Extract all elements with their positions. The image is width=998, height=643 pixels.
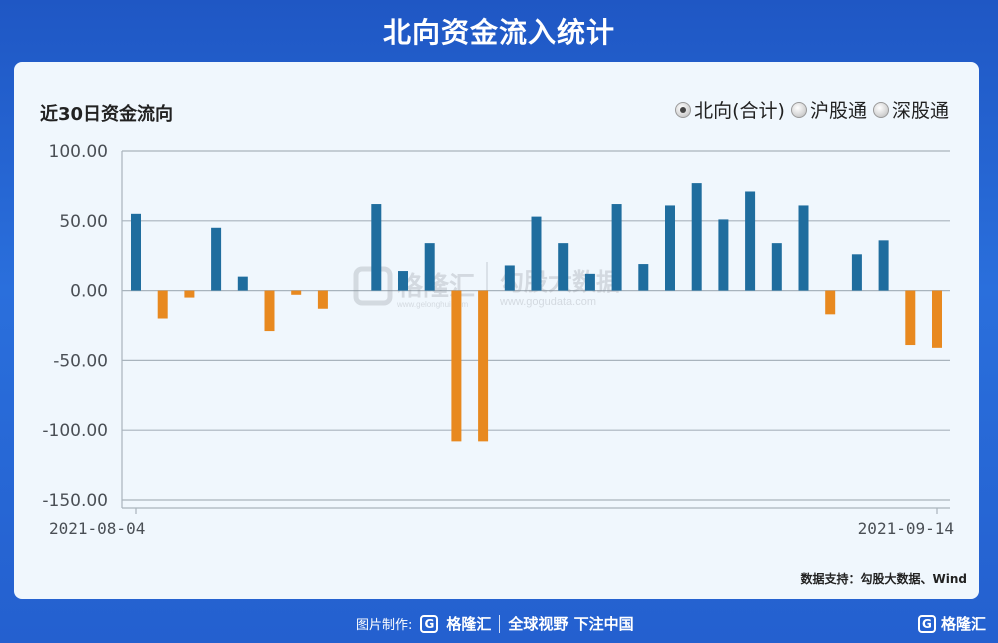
footer: 图片制作: G 格隆汇 全球视野 下注中国 G 格隆汇 (0, 603, 998, 643)
watermark-brand-url: www.gelonghui.com (396, 300, 468, 309)
bar (371, 204, 382, 291)
chart-card: 近30日资金流向 北向(合计) 沪股通 深股通 格隆汇 www.gelonghu… (14, 62, 979, 599)
legend-label-northbound: 北向(合计) (694, 100, 785, 122)
footer-brand: 格隆汇 (446, 615, 492, 633)
watermark-partner-url: www.gogudata.com (499, 296, 596, 308)
x-tick-label-end: 2021-09-14 (858, 519, 954, 538)
bar (531, 216, 542, 291)
bar (184, 290, 195, 298)
watermark-brand: 格隆汇 (397, 271, 475, 301)
y-tick-label: 50.00 (59, 212, 108, 232)
bar (665, 205, 675, 291)
bar (291, 290, 302, 295)
bar (237, 276, 248, 291)
bar (905, 290, 916, 346)
bar (878, 240, 889, 291)
bar (211, 227, 222, 291)
bar (584, 273, 595, 291)
y-tick-label: -50.00 (53, 351, 108, 371)
bar (932, 290, 942, 348)
bar (851, 254, 862, 291)
y-tick-label: -100.00 (42, 421, 108, 441)
legend-label-shenzhen: 深股通 (891, 100, 949, 122)
bar (771, 243, 782, 291)
bar (424, 243, 435, 291)
radio-unchecked-icon[interactable] (790, 101, 807, 118)
bar (398, 271, 408, 291)
footer-corner-brand: 格隆汇 (940, 615, 986, 633)
footer-credit: 图片制作: G 格隆汇 全球视野 下注中国 (356, 613, 634, 634)
legend: 北向(合计) 沪股通 深股通 (675, 96, 949, 123)
gelonghui-logo-icon: G (420, 614, 439, 633)
bar (611, 204, 622, 291)
radio-checked-icon[interactable] (675, 101, 692, 118)
x-tick-label-start: 2021-08-04 (49, 519, 145, 538)
footer-corner-logo: G 格隆汇 (917, 613, 986, 634)
bar (798, 205, 809, 291)
bar (745, 191, 756, 291)
data-source-note: 数据支持：勾股大数据、Wind (800, 572, 967, 586)
bar (504, 265, 515, 291)
footer-label: 图片制作: (356, 618, 413, 633)
legend-item-shanghai[interactable]: 沪股通 (790, 96, 867, 123)
bar (264, 290, 275, 332)
bar (317, 290, 328, 309)
bar (451, 290, 462, 442)
bar (157, 290, 168, 319)
radio-unchecked-icon[interactable] (872, 101, 889, 118)
page-title: 北向资金流入统计 (382, 16, 615, 49)
bar (478, 290, 489, 442)
bar (131, 213, 141, 291)
footer-divider (499, 614, 501, 633)
gelonghui-logo-icon: G (917, 614, 936, 633)
bar (558, 243, 569, 291)
legend-item-northbound[interactable]: 北向(合计) (675, 96, 785, 123)
y-tick-label: 100.00 (49, 142, 108, 162)
legend-item-shenzhen[interactable]: 深股通 (872, 96, 949, 123)
y-tick-label: 0.00 (70, 282, 108, 302)
y-tick-label: -150.00 (42, 491, 108, 511)
bar (718, 219, 729, 291)
bar-chart: 格隆汇 www.gelonghui.com 勾股大数据 www.gogudata… (42, 142, 954, 538)
footer-slogan: 全球视野 下注中国 (508, 615, 634, 633)
chart-title: 近30日资金流向 (40, 104, 174, 125)
legend-label-shanghai: 沪股通 (809, 100, 867, 122)
bar (638, 264, 649, 291)
bar (825, 290, 836, 315)
bar (691, 183, 702, 291)
